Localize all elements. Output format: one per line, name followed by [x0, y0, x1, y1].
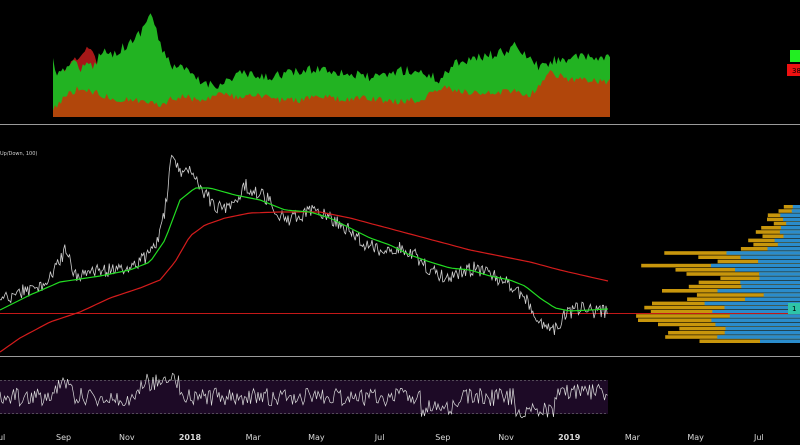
profile-bar-blue — [725, 326, 800, 331]
level-badge-text: 1 — [792, 305, 796, 313]
rsi-panel — [0, 372, 608, 419]
profile-bar-blue — [792, 205, 800, 209]
x-axis: Jul Sep Nov 2018 Mar May Jul Sep Nov 2019 Mar May Ju… — [0, 433, 764, 442]
badge-red-text: 38 — [792, 67, 800, 75]
profile-bar-blue — [758, 259, 800, 264]
x-tick-label: Jul — [374, 433, 385, 442]
rsi-band — [0, 380, 608, 414]
profile-bar-blue — [740, 280, 800, 285]
profile-bar-gold — [748, 238, 800, 243]
profile-bar-gold — [783, 205, 800, 209]
profile-bar-blue — [779, 230, 800, 234]
profile-bar-gold — [755, 230, 800, 234]
profile-bar-blue — [710, 263, 800, 268]
rsi-line — [0, 372, 608, 419]
volume-green-area — [53, 13, 610, 117]
profile-bar-blue — [735, 268, 800, 272]
x-tick-label: May — [308, 433, 325, 442]
x-tick-label: 2019 — [558, 433, 581, 442]
profile-bar-gold — [778, 209, 800, 213]
level-badge — [788, 303, 800, 314]
profile-bar-blue — [724, 331, 800, 335]
x-tick-label: Sep — [435, 433, 450, 442]
indicator-label: Up/Down, 100) — [0, 151, 37, 157]
x-tick-label: Mar — [246, 433, 262, 442]
profile-bar-gold — [762, 234, 800, 238]
profile-bar-blue — [726, 251, 800, 255]
x-tick-label: Sep — [56, 433, 71, 442]
profile-bar-blue — [786, 221, 800, 226]
profile-bar-blue — [780, 213, 800, 217]
ma-fast-line — [0, 187, 609, 312]
badge-red — [787, 64, 800, 76]
profile-bar-gold — [687, 297, 800, 301]
profile-bar-blue — [783, 234, 800, 238]
x-tick-label: Nov — [119, 433, 135, 442]
profile-bar-gold — [696, 293, 800, 297]
profile-bar-blue — [763, 293, 800, 297]
volume-orange-area — [53, 70, 610, 117]
badge-green — [790, 50, 800, 62]
x-tick-label: May — [687, 433, 704, 442]
x-tick-label: Jul — [753, 433, 764, 442]
profile-bar-blue — [777, 242, 800, 247]
profile-bar-blue — [759, 272, 800, 276]
profile-bar-blue — [741, 284, 800, 289]
profile-bar-gold — [636, 314, 800, 318]
profile-bar-blue — [717, 289, 800, 293]
volume-panel: 38 — [53, 13, 800, 118]
x-tick-label: 2018 — [179, 433, 202, 442]
profile-bar-blue — [767, 247, 800, 251]
profile-bar-blue — [740, 255, 800, 259]
profile-bar-blue — [711, 318, 800, 322]
profile-bar-blue — [759, 276, 800, 280]
profile-bar-blue — [717, 335, 800, 339]
volume-profile — [636, 205, 800, 343]
profile-bar-blue — [712, 310, 800, 314]
profile-bar-gold — [644, 305, 800, 310]
profile-bar-gold — [761, 226, 800, 230]
profile-bar-blue — [715, 322, 800, 327]
profile-bar-blue — [724, 305, 800, 310]
profile-bar-blue — [791, 209, 800, 213]
profile-bar-blue — [780, 226, 800, 230]
x-tick-label: Nov — [498, 433, 514, 442]
profile-bar-blue — [760, 339, 800, 343]
x-tick-label: Mar — [625, 433, 641, 442]
profile-bar-blue — [729, 314, 800, 318]
profile-bar-gold — [753, 242, 800, 247]
profile-bar-blue — [704, 301, 800, 306]
profile-bar-blue — [745, 297, 800, 301]
profile-bar-blue — [774, 238, 800, 243]
profile-bar-blue — [783, 217, 800, 222]
x-tick-label: Jul — [0, 433, 5, 442]
profile-bar-gold — [699, 339, 800, 343]
price-panel: Up/Down, 100) 1 — [0, 151, 800, 353]
profile-bar-gold — [686, 272, 800, 276]
